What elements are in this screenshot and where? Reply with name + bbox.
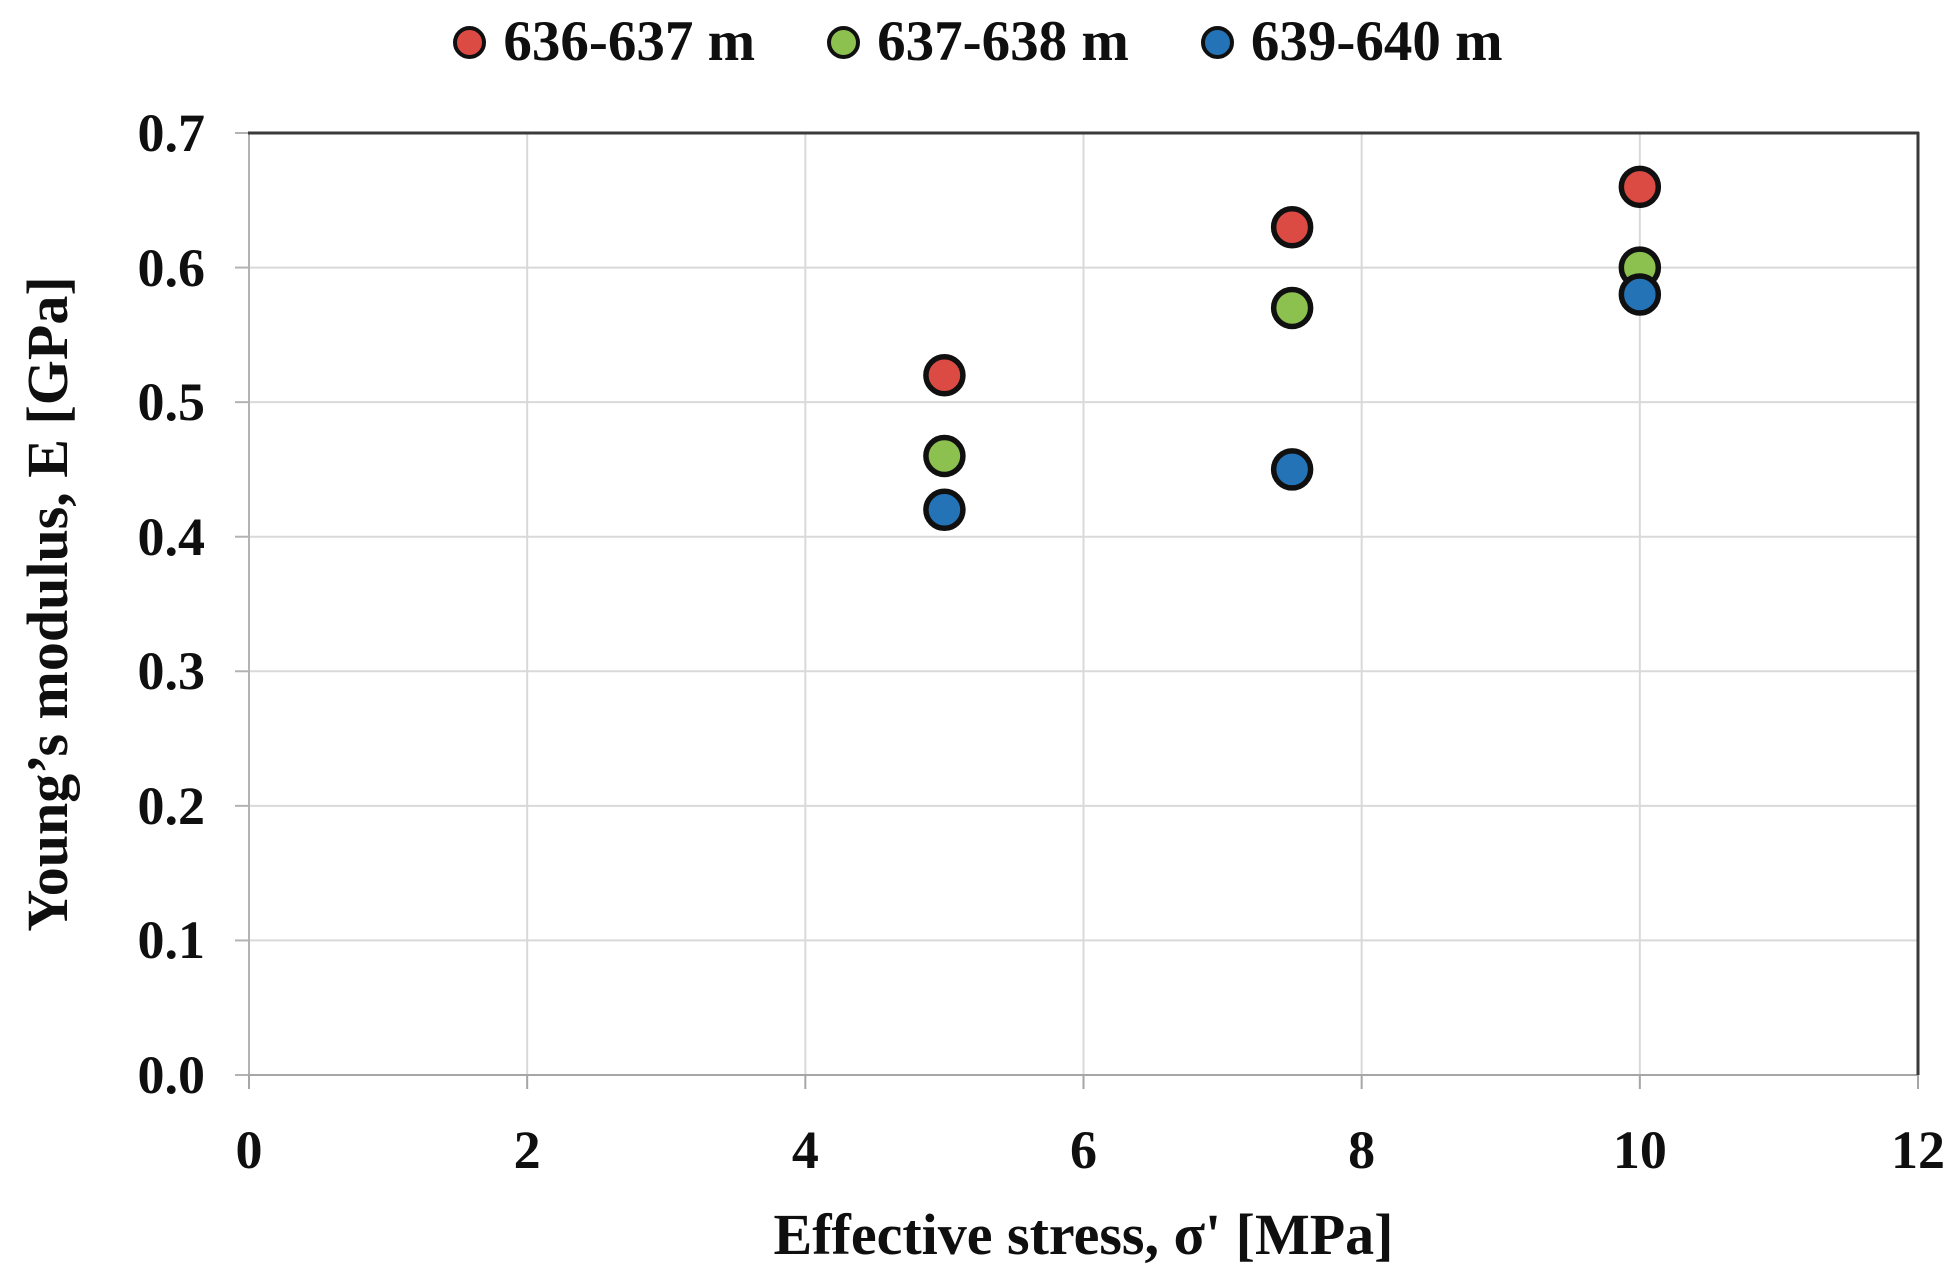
y-tick-label: 0.4 bbox=[137, 506, 206, 567]
legend-item-637-638: 637-638 m bbox=[827, 12, 1129, 72]
data-point-series-2 bbox=[1270, 448, 1314, 491]
data-point-series-0 bbox=[1270, 205, 1314, 249]
legend-label: 636-637 m bbox=[503, 10, 756, 73]
y-axis-title: Young’s modulus, E [GPa] bbox=[15, 276, 80, 932]
x-tick-label: 2 bbox=[513, 1120, 541, 1180]
plot-area bbox=[235, 131, 1920, 1089]
y-tick-label: 0.3 bbox=[137, 641, 206, 702]
data-point-series-2 bbox=[923, 488, 966, 532]
legend-marker-green-circle-icon bbox=[827, 25, 861, 59]
legend-label: 637-638 m bbox=[877, 10, 1129, 73]
x-tick-label: 10 bbox=[1612, 1120, 1667, 1180]
x-tick-label: 4 bbox=[791, 1120, 819, 1180]
y-tick-label: 0.2 bbox=[137, 775, 206, 836]
legend-label: 639-640 m bbox=[1250, 10, 1503, 73]
legend-item-639-640: 639-640 m bbox=[1200, 10, 1503, 73]
y-tick-label: 0.5 bbox=[137, 372, 206, 433]
y-tick-label: 0.6 bbox=[137, 237, 206, 298]
legend-item-636-637: 636-637 m bbox=[453, 12, 755, 72]
x-tick-label: 0 bbox=[235, 1120, 263, 1180]
x-tick-label: 6 bbox=[1070, 1120, 1097, 1180]
y-tick-label: 0.1 bbox=[137, 910, 206, 971]
y-tick-label: 0.0 bbox=[137, 1045, 206, 1105]
data-point-series-0 bbox=[1618, 165, 1662, 209]
y-tick-label: 0.7 bbox=[137, 103, 206, 163]
legend: 636-637 m 637-638 m 639-640 m bbox=[0, 8, 1956, 76]
legend-marker-blue-circle-icon bbox=[1200, 25, 1234, 59]
data-point-series-1 bbox=[1270, 286, 1314, 330]
legend-marker-red-circle-icon bbox=[453, 25, 487, 59]
x-axis-title: Effective stress, σ' [MPa] bbox=[773, 1202, 1394, 1267]
data-point-series-0 bbox=[923, 353, 966, 397]
x-tick-label: 8 bbox=[1348, 1120, 1376, 1180]
x-tick-label: 12 bbox=[1891, 1120, 1945, 1180]
data-point-series-2 bbox=[1618, 273, 1662, 316]
data-point-series-1 bbox=[923, 434, 966, 478]
